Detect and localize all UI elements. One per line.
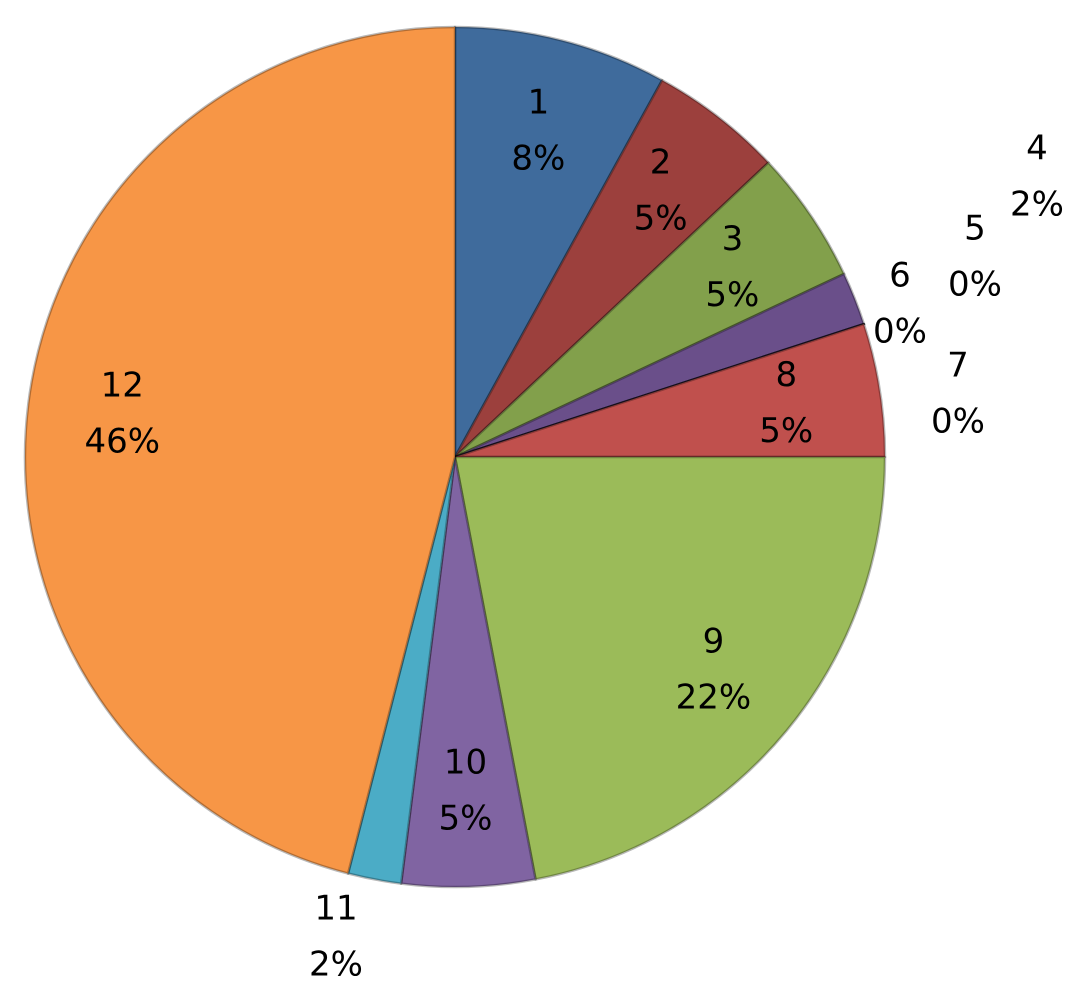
slice-category-label: 4 (1026, 129, 1048, 169)
slice-category-label: 1 (528, 83, 550, 123)
slice-category-label: 10 (444, 743, 487, 783)
pie-slice (453, 455, 887, 881)
slice-category-label: 12 (101, 365, 144, 405)
slice-category-label: 6 (889, 256, 911, 296)
pie-slice (453, 272, 866, 459)
slice-value-label: 5% (705, 275, 759, 315)
slice-category-label: 8 (775, 355, 797, 395)
slice-value-label: 2% (1010, 185, 1064, 225)
pie-slice (23, 25, 457, 875)
slice-value-label: 0% (931, 402, 985, 442)
slice-value-label: 8% (511, 139, 565, 179)
slice-value-label: 2% (309, 945, 363, 985)
pie-slice (346, 455, 457, 885)
slice-category-label: 9 (703, 621, 725, 661)
pie-slice (399, 455, 537, 889)
pie-slice (453, 25, 664, 459)
slice-category-label: 11 (314, 889, 357, 929)
pie-slice (453, 78, 770, 459)
pie-slice (453, 322, 887, 459)
slice-value-label: 5% (439, 799, 493, 839)
slice-category-label: 5 (964, 209, 986, 249)
slice-category-label: 7 (947, 346, 969, 386)
slice-value-label: 5% (759, 411, 813, 451)
slice-value-label: 22% (676, 677, 752, 717)
slice-category-label: 3 (722, 219, 744, 259)
slice-value-label: 46% (84, 421, 160, 461)
slice-value-label: 0% (948, 265, 1002, 305)
pie-slice (453, 161, 846, 459)
slice-category-label: 2 (650, 142, 672, 182)
slice-value-label: 5% (634, 198, 688, 238)
slice-value-label: 0% (873, 312, 927, 352)
